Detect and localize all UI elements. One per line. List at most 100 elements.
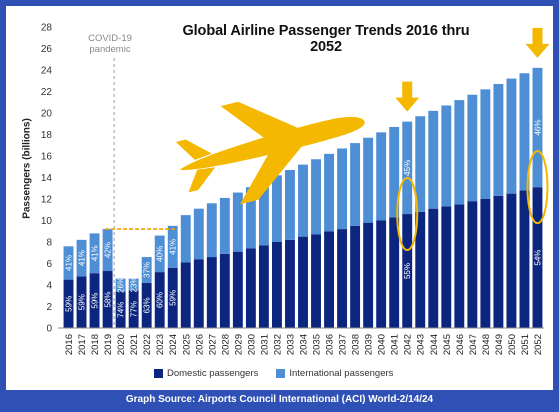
x-tick-label: 2041 [390,334,401,355]
x-tick-label: 2049 [494,334,505,355]
bar-international [167,225,178,268]
data-label-domestic: 77% [130,301,139,317]
x-tick-label: 2026 [194,334,205,355]
bar-international [115,278,126,292]
x-tick-label: 2037 [338,334,349,355]
bar-domestic [232,251,243,328]
x-tick-label: 2046 [455,334,466,355]
data-label-international: 46% [533,120,542,136]
bar-domestic [285,239,295,328]
x-tick-label: 2028 [220,334,231,355]
y-tick-label: 20 [41,109,53,120]
bar-international [415,116,426,212]
x-tick-label: 2050 [507,334,518,355]
bar-international [232,192,243,252]
data-label-domestic: 59% [78,294,87,310]
bar-domestic [128,290,139,328]
bar-domestic [311,234,321,328]
bar-domestic [245,248,256,328]
bar-domestic [154,272,165,328]
bar-domestic [493,195,504,328]
down-arrow-icon [395,81,420,112]
y-tick-label: 22 [41,87,53,98]
data-label-international: 40% [156,246,165,262]
x-tick-label: 2035 [312,334,323,355]
x-tick-label: 2024 [168,334,179,355]
x-tick-label: 2039 [364,334,375,355]
legend-item-domestic: Domestic passengers [154,368,258,379]
x-tick-label: 2021 [129,334,140,355]
bar-domestic [89,273,100,328]
highlight-ellipse [396,177,419,252]
legend: Domestic passengers International passen… [154,368,393,379]
x-tick-label: 2022 [142,334,153,355]
data-label-international: 41% [65,255,74,271]
data-label-domestic: 74% [117,302,126,318]
bar-domestic [102,271,113,328]
x-tick-label: 2027 [207,334,218,355]
airplane-part [175,139,212,160]
y-tick-label: 0 [46,324,52,335]
legend-item-international: International passengers [276,368,393,379]
data-label-domestic: 59% [65,296,74,312]
bar-international [454,100,465,205]
x-tick-label: 2051 [520,334,531,355]
bar-international [219,197,230,254]
covid-annotation: COVID-19 pandemic [88,33,132,55]
bar-domestic [271,242,282,328]
chart-panel: 0 2 4 6 8 10 12 14 16 18 20 22 24 26 28 2016 2017 2018 201… [6,6,553,390]
y-tick-label: 8 [46,238,52,249]
bar-domestic [415,211,426,328]
highlight-ellipse [526,150,549,225]
airplane-icon [175,101,365,205]
x-tick-label: 2038 [351,334,362,355]
bar-international [350,143,361,226]
legend-label-international: International passengers [289,368,394,379]
bar-international [245,187,256,249]
x-tick-label: 2044 [429,334,440,355]
data-label-domestic: 60% [156,292,165,308]
x-tick-label: 2052 [533,334,544,355]
down-arrow-icon [525,27,550,58]
x-tick-label: 2042 [403,334,414,355]
x-tick-label: 2018 [90,334,101,355]
bar-domestic [258,245,269,328]
chart-title: Global Airline Passenger Trends 2016 thr… [182,23,470,55]
bar-international [206,203,217,258]
data-label-domestic: 58% [104,292,113,308]
x-tick-label: 2016 [64,334,75,355]
bar-international [89,233,100,274]
bar-international [402,121,413,215]
bar-domestic [428,208,439,328]
x-tick-label: 2036 [325,334,336,355]
bar-domestic [376,220,387,328]
legend-swatch-international [276,369,286,378]
bar-international [258,180,269,246]
bar-international [506,78,517,194]
data-label-international: 23% [130,276,139,292]
data-label-international: 41% [169,239,178,255]
y-tick-label: 6 [46,259,52,270]
bar-international [271,175,282,242]
legend-swatch-domestic [154,369,163,378]
bar-domestic [337,229,348,328]
data-label-international: 41% [91,245,100,261]
bar-domestic [141,282,152,328]
data-label-domestic: 54% [533,250,542,266]
bar-international [480,89,491,199]
data-label-domestic: 63% [143,297,152,313]
x-tick-label: 2032 [272,334,283,355]
x-tick-label: 2045 [442,334,453,355]
y-tick-label: 14 [41,173,53,184]
bar-domestic [532,187,543,328]
y-tick-label: 4 [46,281,52,292]
y-tick-label: 28 [41,23,53,34]
bar-international [76,239,87,277]
bar-domestic [167,267,178,328]
x-tick-label: 2033 [285,334,296,355]
bar-international [63,246,74,280]
x-tick-label: 2047 [468,334,479,355]
x-tick-label: 2031 [259,334,270,355]
data-label-international: 42% [104,242,113,258]
x-tick-label: 2040 [377,334,388,355]
